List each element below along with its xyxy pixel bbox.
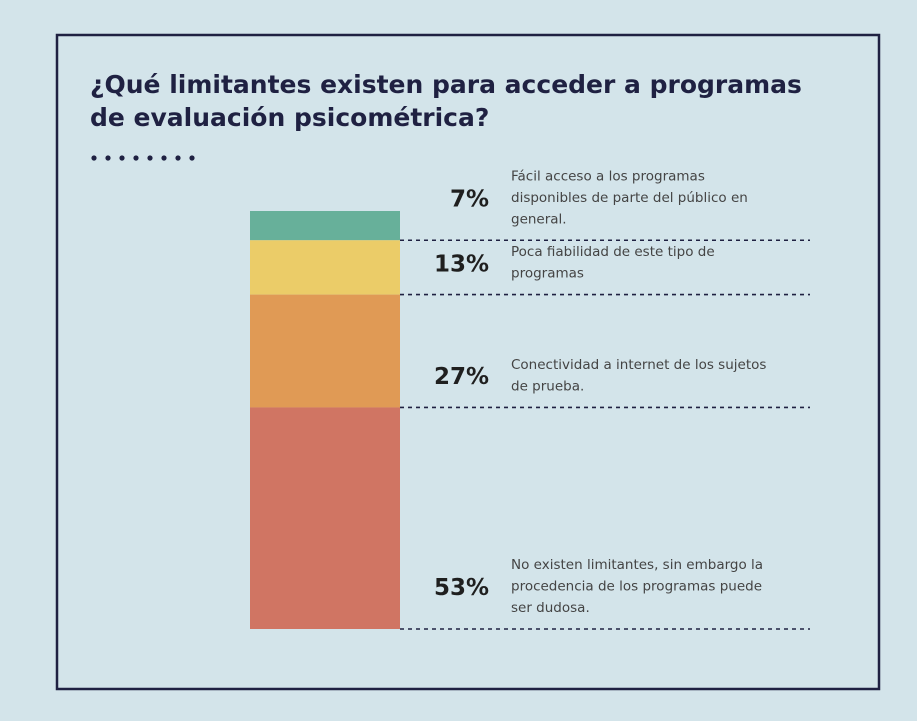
- segment-description: Conectividad a internet de los sujetos: [511, 357, 766, 373]
- bar-segment: [250, 211, 400, 241]
- dot: [105, 155, 111, 161]
- segment-description: general.: [511, 211, 567, 227]
- value-label: 53%: [434, 575, 489, 601]
- chart-title: de evaluación psicométrica?: [90, 103, 489, 132]
- segment-description: Fácil acceso a los programas: [511, 168, 705, 184]
- value-label: 7%: [450, 186, 489, 212]
- chart-title: ¿Qué limitantes existen para acceder a p…: [90, 70, 802, 99]
- segment-description: procedencia de los programas puede: [511, 579, 762, 595]
- segment-description: No existen limitantes, sin embargo la: [511, 557, 763, 573]
- dot: [147, 155, 153, 161]
- decor-dots: [91, 155, 195, 161]
- dot: [133, 155, 139, 161]
- dot: [175, 155, 181, 161]
- dot: [91, 155, 97, 161]
- value-label: 13%: [434, 251, 489, 277]
- bar-segment: [250, 407, 400, 629]
- segment-description: de prueba.: [511, 378, 584, 394]
- segment-description: programas: [511, 266, 584, 282]
- bar-segment: [250, 294, 400, 408]
- dot: [161, 155, 167, 161]
- segment-description: ser dudosa.: [511, 600, 590, 616]
- segment-description: disponibles de parte del público en: [511, 190, 748, 206]
- segment-description: Poca fiabilidad de este tipo de: [511, 244, 715, 260]
- dot: [119, 155, 125, 161]
- frame: [55, 33, 881, 691]
- value-label: 27%: [434, 364, 489, 390]
- dot: [189, 155, 195, 161]
- bar-segment: [250, 240, 400, 295]
